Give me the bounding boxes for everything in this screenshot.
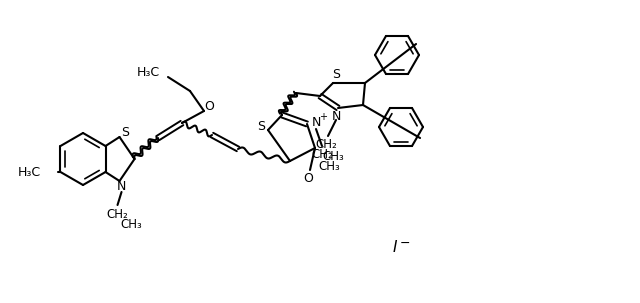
Text: CH₃: CH₃ bbox=[318, 159, 340, 172]
Text: H₃C: H₃C bbox=[137, 65, 160, 78]
Text: CH₂: CH₂ bbox=[315, 138, 337, 152]
Text: −: − bbox=[400, 237, 410, 249]
Text: O: O bbox=[303, 171, 313, 185]
Text: +: + bbox=[319, 112, 327, 122]
Text: O: O bbox=[204, 99, 214, 112]
Text: S: S bbox=[122, 126, 129, 139]
Text: N: N bbox=[311, 115, 321, 128]
Text: CH₃: CH₃ bbox=[121, 218, 142, 231]
Text: CH₂: CH₂ bbox=[311, 148, 333, 161]
Text: H₃C: H₃C bbox=[17, 165, 40, 178]
Text: CH₂: CH₂ bbox=[107, 208, 129, 221]
Text: I: I bbox=[393, 241, 397, 255]
Text: N: N bbox=[117, 181, 126, 194]
Text: S: S bbox=[257, 121, 265, 134]
Text: N: N bbox=[332, 109, 340, 122]
Text: S: S bbox=[332, 68, 340, 82]
Text: CH₃: CH₃ bbox=[322, 149, 344, 162]
